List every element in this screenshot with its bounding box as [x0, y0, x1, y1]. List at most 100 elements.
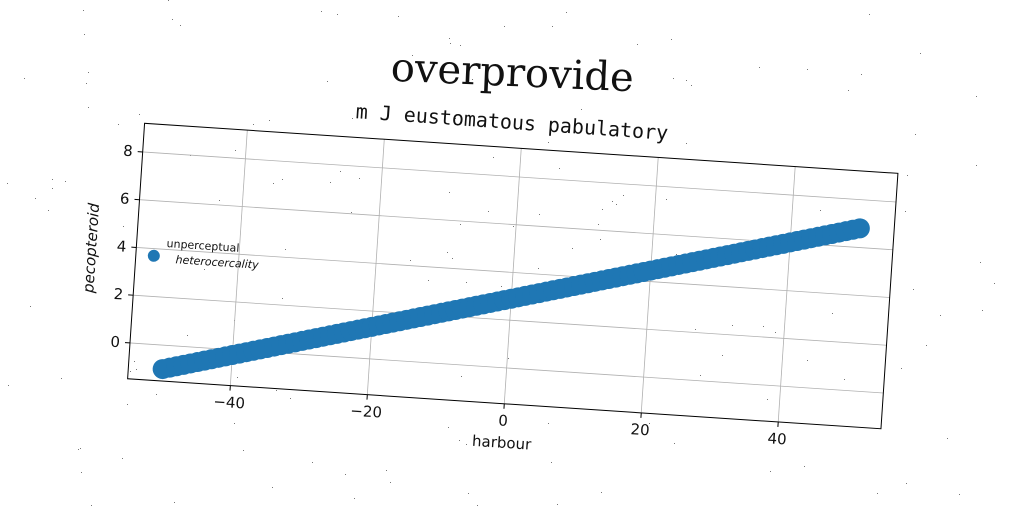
noise-dot: [666, 199, 667, 200]
noise-dot: [168, 0, 169, 1]
noise-dot: [770, 471, 771, 472]
noise-dot: [130, 371, 131, 372]
grid-line-y: [133, 294, 887, 346]
x-tick-label: −20: [350, 402, 383, 422]
noise-dot: [269, 120, 270, 121]
noise-dot: [601, 492, 602, 493]
noise-dot: [452, 258, 453, 259]
noise-dot: [722, 355, 723, 356]
noise-dot: [7, 183, 8, 184]
noise-dot: [398, 16, 399, 17]
noise-dot: [459, 440, 460, 441]
noise-dot: [671, 39, 672, 40]
noise-dot: [848, 90, 849, 91]
noise-dot: [52, 179, 53, 180]
noise-dot: [276, 390, 277, 391]
noise-dot: [623, 195, 624, 196]
noise-dot: [468, 493, 469, 494]
noise-dot: [123, 226, 124, 227]
noise-dot: [976, 165, 977, 166]
x-tick-label: −40: [213, 392, 246, 412]
noise-dot: [134, 361, 135, 362]
noise-dot: [501, 286, 502, 287]
noise-dot: [174, 502, 175, 503]
noise-dot: [253, 124, 254, 125]
noise-dot: [649, 423, 650, 424]
noise-dot: [248, 266, 249, 267]
noise-dot: [920, 53, 921, 54]
noise-dot: [272, 487, 273, 488]
noise-dot: [449, 192, 450, 193]
noise-dot: [24, 78, 25, 79]
noise-dot: [572, 248, 573, 249]
y-axis-label: pecopteroid: [79, 202, 103, 294]
noise-dot: [980, 262, 981, 263]
grid-line-x: [777, 166, 796, 422]
noise-dot: [539, 214, 540, 215]
noise-dot: [775, 332, 776, 333]
noise-dot: [352, 118, 353, 119]
noise-dot: [327, 81, 328, 82]
noise-dot: [235, 150, 236, 151]
noise-dot: [450, 43, 451, 44]
legend: unperceptual heterocercality: [147, 237, 259, 272]
noise-dot: [234, 423, 235, 424]
noise-dot: [345, 474, 346, 475]
plot-area: −40 −20 0 20 40 0 2 4 6 8 harbour pecopteroid unp…: [79, 122, 899, 454]
noise-dot: [126, 199, 127, 200]
grid-line-x: [229, 130, 248, 386]
y-tick-label: 0: [110, 333, 121, 352]
noise-dot: [477, 505, 478, 506]
noise-dot: [732, 325, 733, 326]
noise-dot: [447, 252, 448, 253]
noise-dot: [637, 44, 638, 45]
noise-dot: [566, 12, 567, 13]
noise-dot: [390, 482, 391, 483]
noise-dot: [187, 335, 188, 336]
noise-dot: [219, 200, 220, 201]
noise-dot: [832, 313, 833, 314]
noise-dot: [493, 157, 494, 158]
noise-dot: [139, 114, 140, 115]
scatter-point: [849, 218, 870, 239]
noise-dot: [156, 394, 157, 395]
noise-dot: [351, 212, 352, 213]
noise-dot: [204, 269, 205, 270]
noise-dot: [83, 10, 84, 11]
axis-ticks: −40 −20 0 20 40 0 2 4 6 8: [110, 142, 787, 449]
noise-dot: [504, 26, 505, 27]
noise-dot: [548, 142, 549, 143]
noise-dot: [285, 249, 286, 250]
noise-dot: [807, 360, 808, 361]
noise-dot: [127, 404, 128, 405]
noise-dot: [820, 210, 821, 211]
noise-dot: [410, 260, 411, 261]
noise-dot: [695, 329, 696, 330]
legend-marker: [147, 249, 160, 262]
noise-dot: [455, 118, 456, 119]
noise-dot: [84, 34, 85, 35]
noise-dot: [48, 210, 49, 211]
noise-dot: [913, 289, 914, 290]
noise-dot: [994, 283, 995, 284]
noise-dot: [495, 127, 496, 128]
noise-dot: [449, 38, 450, 39]
noise-dot: [905, 211, 906, 212]
noise-dot: [81, 472, 82, 473]
y-tick-label: 4: [116, 237, 127, 256]
noise-dot: [8, 385, 9, 386]
noise-dot: [602, 209, 603, 210]
noise-dot: [759, 67, 760, 68]
noise-dot: [273, 183, 274, 184]
noise-dot: [412, 55, 413, 56]
legend-label-continued: heterocercality: [175, 253, 259, 272]
noise-dot: [282, 298, 283, 299]
noise-dot: [86, 83, 87, 84]
y-tick-label: 2: [113, 285, 124, 304]
grid-line-x: [366, 139, 385, 395]
noise-dot: [581, 109, 582, 110]
noise-dot: [312, 462, 313, 463]
noise-dot: [354, 498, 355, 499]
x-tick-label: 0: [498, 411, 509, 430]
noise-dot: [600, 239, 601, 240]
